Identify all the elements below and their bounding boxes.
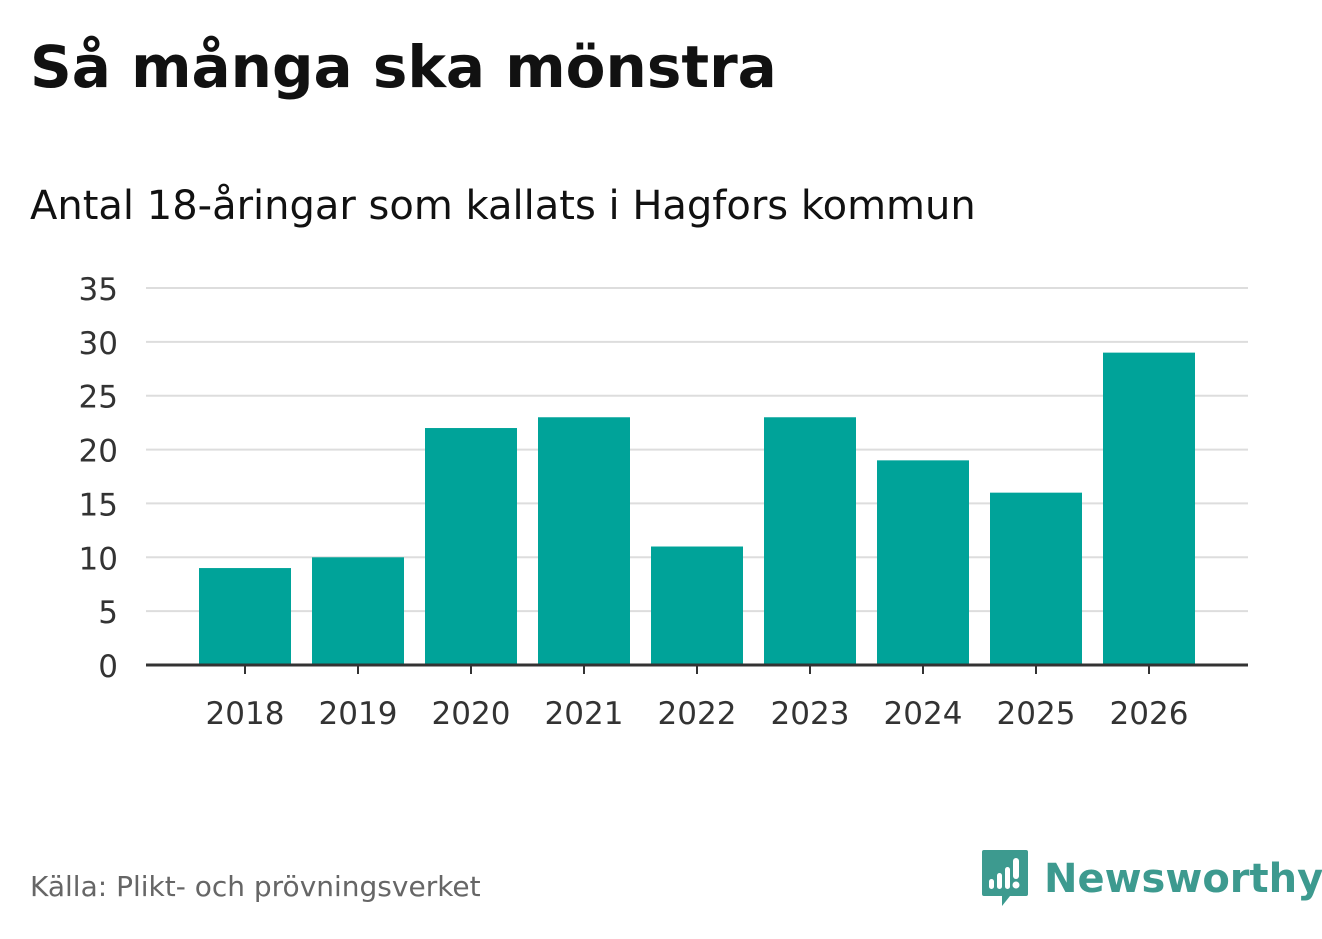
y-tick-label: 15: [79, 487, 118, 523]
brand-name: Newsworthy: [1044, 856, 1322, 902]
bar: [764, 417, 856, 665]
y-tick-label: 25: [79, 380, 118, 416]
chart-title: Så många ska mönstra: [30, 33, 777, 101]
bar: [538, 417, 630, 665]
source-note: Källa: Plikt- och prövningsverket: [30, 870, 481, 903]
y-tick-label: 35: [79, 272, 118, 308]
bar: [312, 557, 404, 665]
x-tick-label: 2025: [997, 696, 1076, 732]
y-tick-label: 30: [79, 326, 118, 362]
bars: [199, 352, 1195, 665]
y-tick-label: 5: [98, 595, 118, 631]
bar: [1103, 352, 1195, 665]
chart-subtitle: Antal 18-åringar som kallats i Hagfors k…: [30, 183, 976, 229]
brand-logo: Newsworthy: [980, 848, 1322, 910]
y-tick-label: 0: [98, 649, 118, 685]
bar: [990, 492, 1082, 665]
x-tick-label: 2024: [884, 696, 963, 732]
bar: [425, 428, 517, 665]
x-tick-label: 2021: [545, 696, 624, 732]
x-tick-label: 2026: [1110, 696, 1189, 732]
newsworthy-logo-icon: [982, 850, 1028, 906]
y-tick-label: 10: [79, 541, 118, 577]
x-tick-label: 2019: [319, 696, 398, 732]
y-tick-label: 20: [79, 434, 118, 470]
bar: [651, 546, 743, 665]
x-tick-label: 2020: [432, 696, 511, 732]
x-tick-label: 2018: [206, 696, 285, 732]
x-tick-label: 2023: [771, 696, 850, 732]
bar: [199, 568, 291, 665]
bar: [877, 460, 969, 665]
x-tick-label: 2022: [658, 696, 737, 732]
